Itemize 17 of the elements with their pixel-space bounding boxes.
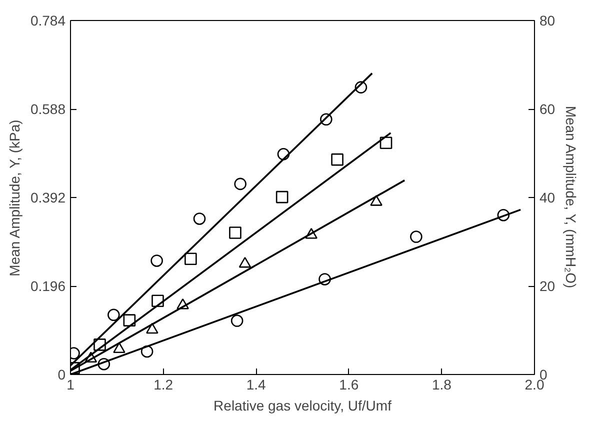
y2-tick-label: 80	[540, 12, 556, 28]
y2-tick-label: 20	[540, 278, 556, 294]
x-axis-title: Relative gas velocity, Uf/Umf	[214, 398, 392, 414]
y-tick-label: 0.588	[30, 101, 66, 117]
x-tick-label: 1.8	[432, 376, 452, 392]
x-tick-label: 1.2	[154, 376, 174, 392]
x-tick-label: 1.4	[246, 376, 266, 392]
y-tick-label: 0	[58, 366, 66, 382]
y2-axis-title: Mean Amplitude, Y, (mmH₂O)	[563, 106, 580, 288]
x-tick-label: 1.6	[339, 376, 359, 392]
y-tick-label: 0.392	[30, 190, 66, 206]
y-axis-title: Mean Amplitude, Y, (kPa)	[6, 120, 22, 276]
y2-tick-label: 40	[540, 190, 556, 206]
y-tick-label: 0.196	[30, 278, 66, 294]
y2-tick-label: 60	[540, 101, 556, 117]
y-tick-label: 0.784	[30, 12, 66, 28]
x-tick-label: 1	[66, 376, 75, 392]
